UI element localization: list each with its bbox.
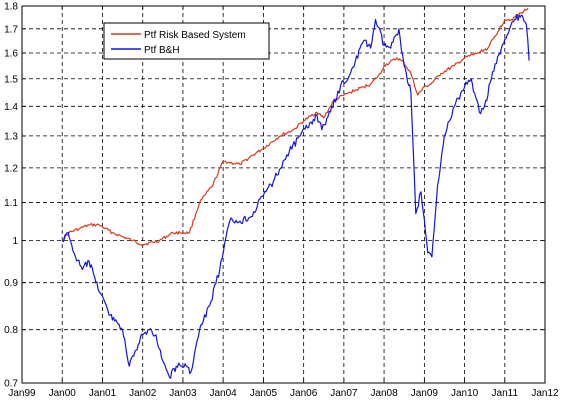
x-tick-label: Jan10 [451, 388, 479, 399]
x-tick-label: Jan04 [210, 388, 238, 399]
series-line-buy-and-hold [61, 14, 530, 379]
y-tick-label: 1.6 [4, 49, 18, 60]
x-tick-label: Jan02 [129, 388, 157, 399]
y-tick-label: 1.5 [4, 74, 18, 85]
x-tick-label: Jan99 [8, 388, 36, 399]
y-tick-label: 0.9 [4, 278, 18, 289]
y-tick-label: 1.1 [4, 198, 18, 209]
series-line-risk-based [62, 7, 529, 246]
x-tick-label: Jan05 [250, 388, 278, 399]
y-tick-label: 1.4 [4, 102, 18, 113]
x-tick-label: Jan01 [89, 388, 117, 399]
y-tick-label: 1.2 [4, 163, 18, 174]
x-tick-label: Jan09 [411, 388, 439, 399]
ticks: Jan99 Jan00 Jan01 Jan02 Jan03 Jan04 Jan05 Jan06… [4, 2, 559, 400]
x-tick-label: Jan03 [169, 388, 197, 399]
legend-box [103, 22, 270, 60]
legend-label-risk-based: Ptf Risk Based System [144, 30, 246, 41]
x-tick-label: Jan11 [492, 388, 519, 399]
x-tick-label: Jan08 [370, 388, 398, 399]
legend: Ptf Risk Based System Ptf B&H [103, 22, 270, 60]
x-tick-label: Jan00 [49, 388, 77, 399]
grid [22, 6, 545, 383]
x-tick-label: Jan12 [531, 388, 559, 399]
y-tick-label: 0.7 [4, 379, 18, 390]
plot-frame [21, 5, 546, 384]
y-tick-label: 1.7 [4, 24, 18, 35]
y-tick-label: 1.8 [4, 2, 18, 13]
x-tick-label: Jan06 [290, 388, 318, 399]
y-tick-label: 1 [12, 236, 18, 247]
y-tick-label: 0.8 [4, 325, 18, 336]
series-layer [61, 7, 530, 379]
y-tick-label: 1.3 [4, 131, 18, 142]
x-tick-label: Jan07 [330, 388, 358, 399]
legend-label-buy-and-hold: Ptf B&H [144, 45, 180, 56]
